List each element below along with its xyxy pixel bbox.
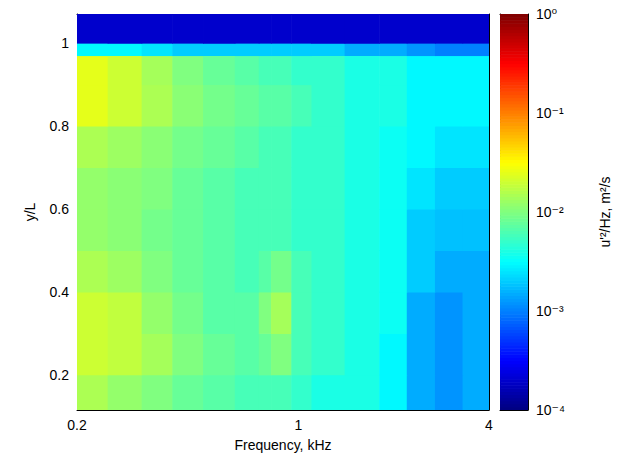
svg-text:0.6: 0.6 (50, 201, 70, 217)
svg-text:1: 1 (294, 417, 302, 433)
svg-text:10⁻²: 10⁻² (536, 204, 564, 220)
svg-text:0.2: 0.2 (67, 417, 87, 433)
svg-text:u'²/Hz, m²/s: u'²/Hz, m²/s (597, 176, 613, 247)
svg-text:Frequency, kHz: Frequency, kHz (235, 437, 332, 453)
svg-text:10⁻⁴: 10⁻⁴ (536, 402, 565, 418)
svg-text:0.4: 0.4 (50, 284, 70, 300)
svg-text:10⁻¹: 10⁻¹ (536, 105, 564, 121)
svg-text:1: 1 (61, 35, 69, 51)
svg-text:0.2: 0.2 (50, 367, 70, 383)
svg-text:y/L: y/L (22, 202, 38, 221)
svg-text:4: 4 (485, 417, 493, 433)
svg-text:10⁰: 10⁰ (536, 6, 558, 22)
svg-text:10⁻³: 10⁻³ (536, 303, 564, 319)
svg-text:0.8: 0.8 (50, 118, 70, 134)
